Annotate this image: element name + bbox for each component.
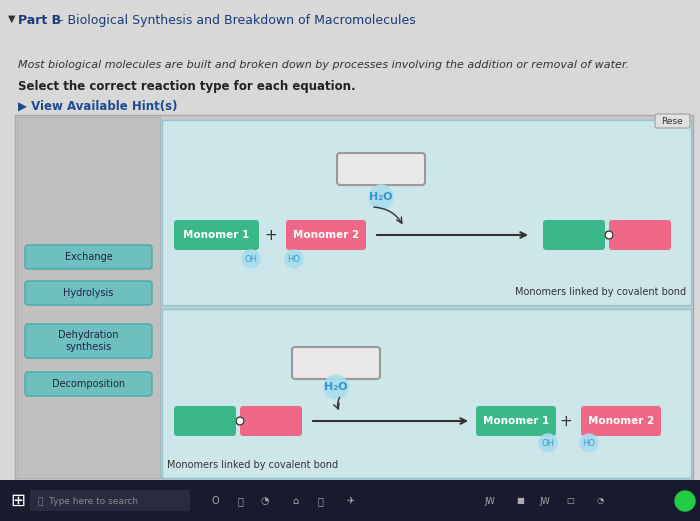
Text: Exchange: Exchange [64,252,113,262]
FancyBboxPatch shape [25,372,152,396]
Circle shape [285,250,303,268]
Circle shape [675,491,695,511]
FancyBboxPatch shape [581,406,661,436]
Text: Monomers linked by covalent bond: Monomers linked by covalent bond [167,460,338,470]
FancyBboxPatch shape [337,153,425,185]
FancyBboxPatch shape [240,406,302,436]
Text: OH: OH [542,439,554,448]
Text: JW: JW [540,497,550,505]
FancyBboxPatch shape [25,281,152,305]
Text: +: + [265,228,277,242]
FancyBboxPatch shape [292,347,380,379]
Text: OH: OH [244,254,258,264]
Text: □: □ [566,497,574,505]
Text: ◔: ◔ [596,497,603,505]
Text: Rese: Rese [661,117,683,126]
Bar [162,309,691,478]
FancyBboxPatch shape [655,114,690,128]
Text: 🔍  Type here to search: 🔍 Type here to search [38,497,138,505]
Text: HO: HO [288,254,300,264]
FancyBboxPatch shape [286,220,366,250]
Text: ■: ■ [516,497,524,505]
Circle shape [369,185,393,209]
Text: Monomer 2: Monomer 2 [588,416,654,426]
Text: Part B: Part B [18,14,61,27]
FancyBboxPatch shape [174,406,236,436]
FancyBboxPatch shape [609,220,671,250]
Text: Monomer 1: Monomer 1 [483,416,549,426]
Text: Most biological molecules are built and broken down by processes involving the a: Most biological molecules are built and … [18,60,629,70]
FancyBboxPatch shape [25,245,152,269]
Text: Hydrolysis: Hydrolysis [63,288,113,298]
Text: H₂O: H₂O [370,192,393,202]
Text: Monomer 2: Monomer 2 [293,230,359,240]
Text: ⌂: ⌂ [292,496,298,506]
FancyBboxPatch shape [25,324,152,358]
Circle shape [242,250,260,268]
Text: ⊞: ⊞ [10,492,25,510]
Text: HO: HO [582,439,596,448]
Text: 🔒: 🔒 [317,496,323,506]
Circle shape [580,434,598,452]
Text: Dehydration
synthesis: Dehydration synthesis [58,330,119,352]
Text: ▼: ▼ [8,14,15,24]
Bar [17,117,160,478]
Text: O: O [211,496,219,506]
Text: ⌷: ⌷ [237,496,243,506]
Bar [0,480,700,521]
Text: ✈: ✈ [346,496,354,506]
Circle shape [324,375,348,399]
Bar [15,115,693,480]
Text: Select the correct reaction type for each equation.: Select the correct reaction type for eac… [18,80,356,93]
Text: Monomers linked by covalent bond: Monomers linked by covalent bond [515,287,686,297]
FancyBboxPatch shape [476,406,556,436]
Text: Decomposition: Decomposition [52,379,125,389]
Text: +: + [559,414,573,428]
Text: ▶ View Available Hint(s): ▶ View Available Hint(s) [18,100,178,113]
Text: JW: JW [484,497,496,505]
Bar [162,120,691,305]
Text: - Biological Synthesis and Breakdown of Macromolecules: - Biological Synthesis and Breakdown of … [55,14,416,27]
Circle shape [236,417,244,425]
Text: H₂O: H₂O [324,382,348,392]
Circle shape [605,231,613,239]
Circle shape [539,434,557,452]
FancyBboxPatch shape [30,490,190,511]
Text: Monomer 1: Monomer 1 [183,230,250,240]
Text: ◔: ◔ [260,496,270,506]
FancyBboxPatch shape [543,220,605,250]
FancyBboxPatch shape [174,220,259,250]
